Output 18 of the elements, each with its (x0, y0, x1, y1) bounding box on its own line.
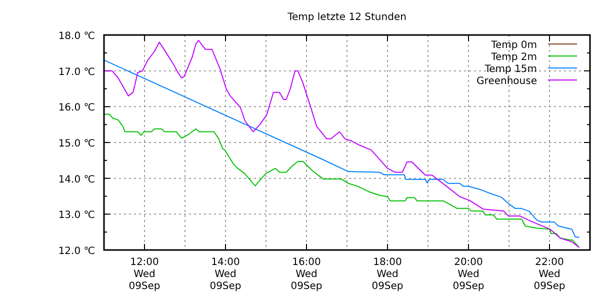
x-tick-label: 14:00 Wed 09Sep (210, 257, 242, 292)
x-tick-label: 22:00 Wed 09Sep (534, 257, 566, 292)
y-tick-label: 17.0 ℃ (58, 66, 95, 78)
x-tick-label: 18:00 Wed 09Sep (372, 257, 404, 292)
y-tick-label: 14.0 ℃ (58, 174, 95, 186)
y-tick-label: 16.0 ℃ (58, 102, 95, 114)
x-tick-label: 16:00 Wed 09Sep (290, 257, 322, 292)
legend-label: Greenhouse (476, 76, 537, 87)
legend-label: Temp 0m (490, 40, 537, 51)
y-tick-label: 13.0 ℃ (58, 210, 95, 222)
x-tick-label: 20:00 Wed 09Sep (452, 257, 484, 292)
y-tick-label: 15.0 ℃ (58, 138, 95, 150)
legend-label: Temp 15m (484, 64, 537, 75)
chart-title: Temp letzte 12 Stunden (286, 12, 406, 23)
x-tick-label: 12:00 Wed 09Sep (128, 257, 160, 292)
legend-label: Temp 2m (490, 52, 537, 63)
y-tick-label: 18.0 ℃ (58, 31, 95, 42)
y-tick-label: 12.0 ℃ (58, 246, 95, 257)
